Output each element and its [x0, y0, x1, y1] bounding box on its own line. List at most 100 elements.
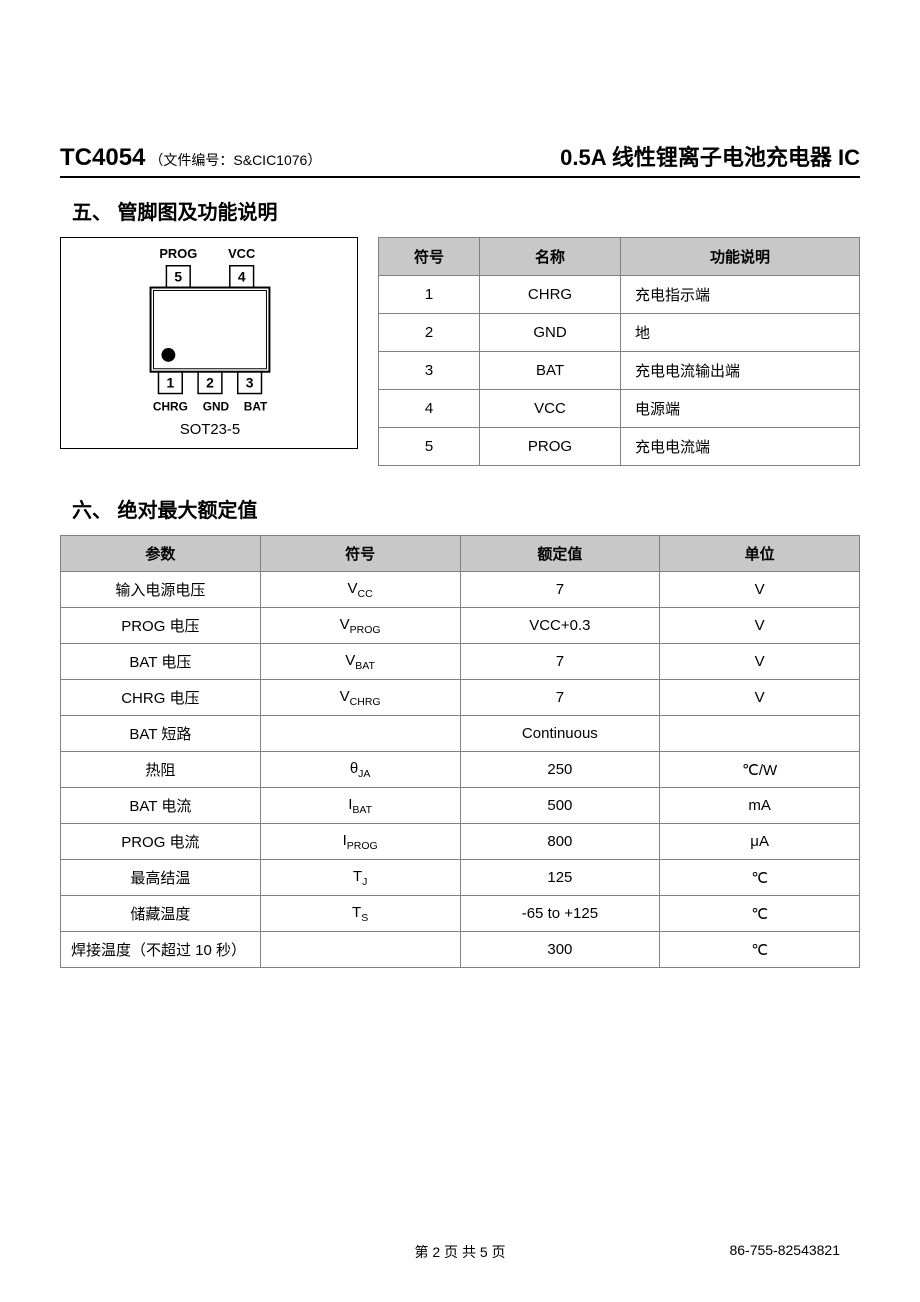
page-header: TC4054 （文件编号：S&CIC1076） 0.5A 线性锂离子电池充电器 … [60, 140, 860, 178]
cell-param: 热阻 [61, 752, 261, 788]
cell-param: 最高结温 [61, 860, 261, 896]
table-row: 5PROG充电电流端 [379, 428, 860, 466]
table-row: 2GND地 [379, 314, 860, 352]
cell-desc: 充电电流输出端 [621, 352, 860, 390]
cell-rating: 7 [460, 680, 660, 716]
cell-rating: 500 [460, 788, 660, 824]
abs-max-ratings-table: 参数 符号 额定值 单位 输入电源电压VCC7VPROG 电压VPROGVCC+… [60, 535, 860, 968]
table-row: BAT 电压VBAT7V [61, 644, 860, 680]
pin-label-2: GND [203, 399, 230, 413]
section5-title: 五、 管脚图及功能说明 [72, 196, 860, 225]
table-row: PROG 电压VPROGVCC+0.3V [61, 608, 860, 644]
cell-rating: Continuous [460, 716, 660, 752]
cell-rating: VCC+0.3 [460, 608, 660, 644]
pin-table-body: 1CHRG充电指示端2GND地3BAT充电电流输出端4VCC电源端5PROG充电… [379, 276, 860, 466]
table-row: 储藏温度TS-65 to +125℃ [61, 896, 860, 932]
cell-unit: ℃ [660, 896, 860, 932]
ratings-table-body: 输入电源电压VCC7VPROG 电压VPROGVCC+0.3VBAT 电压VBA… [61, 572, 860, 968]
pin-label-5: PROG [159, 246, 197, 261]
th-param: 参数 [61, 536, 261, 572]
cell-desc: 充电电流端 [621, 428, 860, 466]
cell-symbol: TJ [260, 860, 460, 896]
footer-page-number: 第 2 页 共 5 页 [414, 1242, 505, 1262]
cell-symbol: IPROG [260, 824, 460, 860]
pin-section: 5 PROG 4 VCC 1 CHRG 2 GND 3 BAT SOT23-5 [60, 237, 860, 466]
cell-symbol: 2 [379, 314, 480, 352]
table-row: 热阻θJA250℃/W [61, 752, 860, 788]
cell-rating: 250 [460, 752, 660, 788]
cell-name: GND [480, 314, 621, 352]
cell-rating: -65 to +125 [460, 896, 660, 932]
cell-symbol: VBAT [260, 644, 460, 680]
table-row: 1CHRG充电指示端 [379, 276, 860, 314]
cell-rating: 7 [460, 644, 660, 680]
cell-unit: μA [660, 824, 860, 860]
cell-unit [660, 716, 860, 752]
cell-desc: 充电指示端 [621, 276, 860, 314]
pin-num-1: 1 [167, 375, 175, 391]
cell-symbol [260, 932, 460, 968]
cell-unit: ℃/W [660, 752, 860, 788]
th-symbol: 符号 [379, 238, 480, 276]
part-number: TC4054 [60, 144, 145, 172]
cell-rating: 7 [460, 572, 660, 608]
footer-phone: 86-755-82543821 [729, 1242, 840, 1258]
cell-symbol: 4 [379, 390, 480, 428]
table-row: 焊接温度（不超过 10 秒） 300℃ [61, 932, 860, 968]
table-row: 最高结温TJ125℃ [61, 860, 860, 896]
cell-param: 储藏温度 [61, 896, 261, 932]
table-header-row: 符号 名称 功能说明 [379, 238, 860, 276]
cell-name: BAT [480, 352, 621, 390]
cell-unit: mA [660, 788, 860, 824]
cell-param: 输入电源电压 [61, 572, 261, 608]
package-svg: 5 PROG 4 VCC 1 CHRG 2 GND 3 BAT SOT23-5 [61, 238, 357, 448]
cell-param: BAT 短路 [61, 716, 261, 752]
table-row: 3BAT充电电流输出端 [379, 352, 860, 390]
cell-symbol: VCC [260, 572, 460, 608]
pin-num-5: 5 [174, 269, 182, 285]
table-row: BAT 短路 Continuous [61, 716, 860, 752]
datasheet-page: TC4054 （文件编号：S&CIC1076） 0.5A 线性锂离子电池充电器 … [0, 0, 920, 1302]
cell-rating: 800 [460, 824, 660, 860]
header-left: TC4054 （文件编号：S&CIC1076） [60, 144, 321, 172]
table-row: CHRG 电压VCHRG7V [61, 680, 860, 716]
cell-name: PROG [480, 428, 621, 466]
pin1-dot-icon [161, 348, 175, 362]
cell-symbol: IBAT [260, 788, 460, 824]
cell-param: BAT 电压 [61, 644, 261, 680]
cell-desc: 地 [621, 314, 860, 352]
cell-unit: V [660, 572, 860, 608]
pin-label-1: CHRG [153, 399, 188, 413]
cell-unit: ℃ [660, 932, 860, 968]
cell-symbol: θJA [260, 752, 460, 788]
th-unit: 单位 [660, 536, 860, 572]
cell-param: PROG 电流 [61, 824, 261, 860]
cell-unit: V [660, 644, 860, 680]
cell-param: CHRG 电压 [61, 680, 261, 716]
pin-label-4: VCC [228, 246, 255, 261]
cell-param: PROG 电压 [61, 608, 261, 644]
product-title: 0.5A 线性锂离子电池充电器 IC [560, 140, 860, 172]
cell-unit: ℃ [660, 860, 860, 896]
cell-unit: V [660, 608, 860, 644]
cell-symbol: 1 [379, 276, 480, 314]
cell-rating: 300 [460, 932, 660, 968]
package-name: SOT23-5 [180, 422, 240, 438]
th-sym: 符号 [260, 536, 460, 572]
cell-unit: V [660, 680, 860, 716]
pin-num-4: 4 [238, 269, 246, 285]
th-rating: 额定值 [460, 536, 660, 572]
table-row: PROG 电流IPROG800μA [61, 824, 860, 860]
cell-name: CHRG [480, 276, 621, 314]
pin-function-table: 符号 名称 功能说明 1CHRG充电指示端2GND地3BAT充电电流输出端4VC… [378, 237, 860, 466]
table-row: 输入电源电压VCC7V [61, 572, 860, 608]
cell-name: VCC [480, 390, 621, 428]
cell-symbol [260, 716, 460, 752]
cell-param: 焊接温度（不超过 10 秒） [61, 932, 261, 968]
table-row: 4VCC电源端 [379, 390, 860, 428]
table-header-row: 参数 符号 额定值 单位 [61, 536, 860, 572]
cell-param: BAT 电流 [61, 788, 261, 824]
th-name: 名称 [480, 238, 621, 276]
th-desc: 功能说明 [621, 238, 860, 276]
cell-symbol: TS [260, 896, 460, 932]
